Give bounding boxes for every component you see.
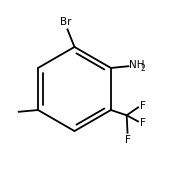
Text: 2: 2 xyxy=(140,64,145,73)
Text: F: F xyxy=(125,135,130,145)
Text: F: F xyxy=(140,118,146,128)
Text: Br: Br xyxy=(60,17,71,27)
Text: NH: NH xyxy=(129,60,145,70)
Text: F: F xyxy=(140,101,146,111)
